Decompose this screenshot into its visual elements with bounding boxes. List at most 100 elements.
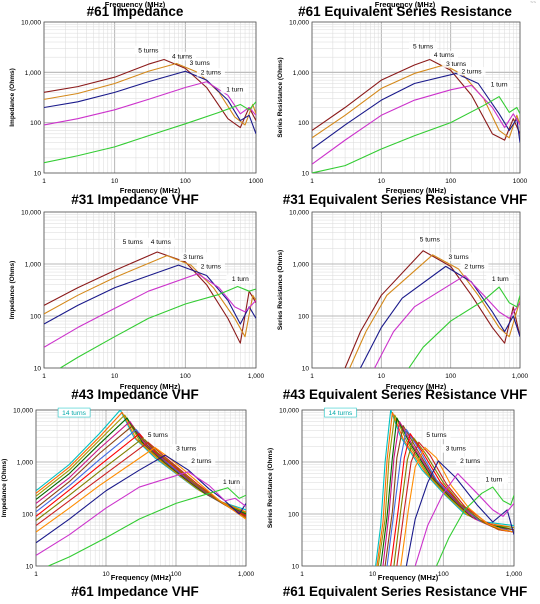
x-axis-label: Frequency (MHz) <box>119 382 181 391</box>
series-group <box>44 251 256 368</box>
series-annotation: 2 turns <box>201 263 222 270</box>
series-annotation: 5 turns <box>426 432 447 439</box>
series-annotation: 5 turns <box>123 239 144 246</box>
annotation-bg <box>172 444 201 453</box>
y-tick-label: 10,000 <box>289 210 309 217</box>
annotation-bg <box>146 237 175 247</box>
x-tick-label: 100 <box>171 571 182 578</box>
series-line-3-turns <box>44 264 256 325</box>
series-annotation: 4 turns <box>151 239 172 246</box>
x-tick-label: 1 <box>300 571 304 578</box>
series-line-unlabeled-10 <box>400 446 514 566</box>
x-tick-label: 10 <box>378 178 386 185</box>
y-tick-label: 100 <box>30 120 41 127</box>
series-annotation: 1 turn <box>226 86 243 93</box>
series-line-1-turn <box>408 286 520 368</box>
x-tick-label: 1,000 <box>512 373 529 380</box>
chart-title: #61 Impedance VHF <box>71 584 199 599</box>
series-annotation: 2 turns <box>191 458 212 465</box>
series-annotation: 5 turns <box>138 47 159 54</box>
x-tick-label: 1 <box>42 178 46 185</box>
y-tick-label: 10 <box>302 366 310 373</box>
x-tick-label: 10 <box>102 571 110 578</box>
annotation-bg <box>185 58 214 67</box>
series-line-2-turns <box>44 273 256 348</box>
x-tick-label: 10 <box>378 373 386 380</box>
y-axis-label: Impedance (Ohms) <box>9 261 16 320</box>
plot-frame <box>35 409 247 567</box>
series-annotation: 4 turns <box>172 53 193 60</box>
y-tick-label: 10,000 <box>21 20 41 27</box>
series-line-2-turns <box>36 471 246 556</box>
y-axis-label: Series Resistance (Ohms) <box>277 57 284 137</box>
chart-title: #31 Impedance VHF <box>71 192 199 207</box>
x-tick-label: 100 <box>438 571 449 578</box>
x-tick-label: 1000 <box>249 178 264 185</box>
annotation-bg <box>118 237 147 247</box>
page-marker: ~~ <box>530 0 536 6</box>
annotation-bg <box>456 456 485 466</box>
x-axis-label: Frequency (MHz) <box>377 573 439 582</box>
annotation-bg <box>441 444 470 453</box>
annotation-bg <box>143 430 172 440</box>
x-tick-label: 1 <box>42 373 46 380</box>
grid <box>43 211 257 369</box>
series-group <box>344 250 520 368</box>
series-annotation: 4 turns <box>434 52 455 59</box>
x-tick-label: 100 <box>180 373 191 380</box>
x-tick-label: 1,000 <box>506 571 523 578</box>
y-tick-label: 1,000 <box>25 70 42 77</box>
series-annotation: 3 turns <box>446 446 467 453</box>
series-annotation: 14 turns <box>329 410 354 417</box>
y-tick-label: 1,000 <box>293 262 310 269</box>
series-annotation: 1 turn <box>223 479 240 486</box>
y-axis-label: Impedance (Ohms) <box>1 459 8 518</box>
y-tick-label: 10,000 <box>21 210 41 217</box>
x-tick-label: 10 <box>369 571 377 578</box>
series-line-1-turn <box>312 96 520 173</box>
y-tick-label: 100 <box>30 314 41 321</box>
annotation-bg <box>409 41 438 51</box>
plot-frame <box>43 21 257 174</box>
annotation-bg <box>415 235 444 244</box>
plot-area <box>44 212 256 368</box>
chart-top-caption: Frequency (MHz) <box>374 0 436 9</box>
annotation-box <box>324 407 357 418</box>
y-tick-label: 10,000 <box>13 408 33 415</box>
annotation-bg <box>179 252 208 261</box>
series-annotation: 2 turns <box>461 68 482 75</box>
x-tick-label: 100 <box>180 178 191 185</box>
y-tick-label: 10 <box>34 366 42 373</box>
y-tick-label: 100 <box>298 120 309 127</box>
x-tick-label: 1000 <box>513 178 528 185</box>
series-line-3-turns <box>44 70 256 135</box>
series-line-3-turns <box>36 454 246 544</box>
series-group <box>375 410 514 566</box>
y-tick-label: 100 <box>288 512 299 519</box>
annotation-bg <box>217 477 246 486</box>
annotation-bg <box>196 68 225 77</box>
y-tick-label: 1,000 <box>17 460 34 467</box>
x-axis-label: Frequency (MHz) <box>110 573 172 582</box>
annotation-bg <box>444 252 473 261</box>
annotation-bg <box>422 430 451 440</box>
y-tick-label: 1,000 <box>293 70 310 77</box>
x-tick-label: 1 <box>310 178 314 185</box>
annotation-bg <box>134 45 163 55</box>
annotation-box <box>57 407 91 418</box>
chart-top-title: #43 Equivalent Series Resistance VHF <box>282 387 528 402</box>
series-annotation: 5 turns <box>420 237 441 244</box>
series-line-3-turns <box>312 72 520 150</box>
y-axis-label: Series Resistance (Ohms) <box>267 448 274 528</box>
x-tick-label: 100 <box>445 178 456 185</box>
annotation-bg <box>460 261 489 271</box>
series-annotation: 2 turns <box>464 263 485 270</box>
y-tick-label: 1,000 <box>25 262 42 269</box>
grid <box>311 21 521 174</box>
series-line-5-turns <box>44 58 256 129</box>
